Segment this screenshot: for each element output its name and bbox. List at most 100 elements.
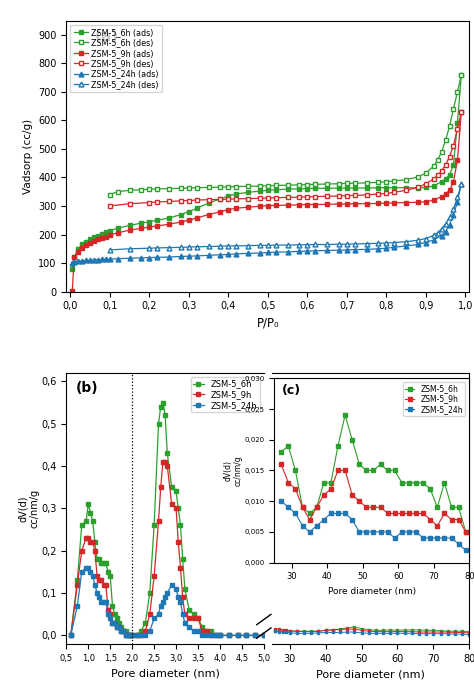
- ZSM-5_6h (des): [455, 88, 460, 96]
- ZSM-5_6h (ads): [79, 240, 85, 249]
- ZSM-5_9h (des): [431, 175, 437, 183]
- ZSM-5_24h: [442, 534, 447, 542]
- ZSM-5_9h (des): [458, 108, 464, 116]
- ZSM-5_9h (ads): [245, 203, 251, 211]
- ZSM-5_9h (des): [344, 192, 350, 200]
- ZSM-5_9h (des): [233, 195, 239, 203]
- ZSM-5_24h (ads): [312, 247, 318, 255]
- ZSM-5_6h (des): [352, 179, 357, 187]
- ZSM-5_6h (des): [127, 186, 132, 195]
- ZSM-5_9h (ads): [443, 190, 448, 198]
- ZSM-5_24h: [123, 632, 128, 640]
- ZSM-5_24h (ads): [115, 255, 120, 263]
- ZSM-5_24h: [399, 527, 405, 536]
- ZSM-5_6h: [292, 466, 298, 475]
- ZSM-5_9h (des): [285, 193, 291, 201]
- ZSM-5_6h (ads): [458, 71, 464, 79]
- ZSM-5_9h (des): [304, 192, 310, 201]
- ZSM-5_6h (des): [273, 182, 279, 190]
- ZSM-5_9h (des): [423, 179, 428, 188]
- ZSM-5_24h (ads): [285, 248, 291, 256]
- ZSM-5_6h: [68, 632, 73, 640]
- ZSM-5_24h: [321, 516, 327, 524]
- ZSM-5_6h (ads): [99, 230, 105, 238]
- ZSM-5_24h (ads): [138, 254, 144, 262]
- ZSM-5_24h (des): [423, 234, 428, 242]
- ZSM-5_6h (des): [194, 184, 200, 192]
- ZSM-5_24h (ads): [178, 252, 184, 260]
- ZSM-5_24h (ads): [447, 221, 452, 229]
- ZSM-5_9h (ads): [166, 220, 172, 228]
- ZSM-5_24h (ads): [72, 258, 77, 266]
- ZSM-5_6h (ads): [138, 219, 144, 227]
- ZSM-5_6h: [364, 466, 369, 475]
- ZSM-5_6h: [371, 466, 376, 475]
- ZSM-5_6h: [300, 503, 305, 512]
- ZSM-5_9h (ads): [127, 226, 132, 234]
- ZSM-5_6h (ads): [178, 210, 184, 219]
- ZSM-5_9h (ads): [304, 201, 310, 209]
- ZSM-5_24h (ads): [375, 245, 381, 253]
- ZSM-5_6h (ads): [186, 208, 191, 216]
- ZSM-5_24h: [463, 546, 469, 554]
- ZSM-5_9h: [300, 503, 305, 512]
- ZSM-5_9h (ads): [439, 192, 445, 201]
- ZSM-5_24h (ads): [415, 240, 421, 249]
- ZSM-5_9h (ads): [194, 214, 200, 222]
- Text: (c): (c): [282, 384, 301, 397]
- ZSM-5_6h (des): [245, 182, 251, 190]
- ZSM-5_6h: [456, 503, 462, 512]
- ZSM-5_9h: [285, 479, 291, 487]
- ZSM-5_6h (des): [423, 169, 428, 177]
- Y-axis label: dV(d)
cc/nm/g: dV(d) cc/nm/g: [223, 455, 243, 486]
- ZSM-5_9h (des): [297, 193, 302, 201]
- ZSM-5_6h: [160, 399, 166, 407]
- ZSM-5_24h (ads): [69, 259, 75, 267]
- ZSM-5_6h: [399, 479, 405, 487]
- ZSM-5_9h: [456, 516, 462, 524]
- ZSM-5_6h: [413, 479, 419, 487]
- ZSM-5_6h: [449, 503, 455, 512]
- ZSM-5_24h (des): [458, 179, 464, 188]
- ZSM-5_9h (des): [186, 197, 191, 205]
- ZSM-5_24h (des): [146, 244, 152, 252]
- ZSM-5_9h: [385, 510, 391, 518]
- Line: ZSM-5_6h: ZSM-5_6h: [280, 414, 467, 534]
- ZSM-5_9h (ads): [455, 156, 460, 164]
- ZSM-5_24h (des): [127, 245, 132, 253]
- ZSM-5_24h (ads): [75, 257, 81, 265]
- ZSM-5_6h (ads): [146, 218, 152, 226]
- ZSM-5_24h (ads): [352, 245, 357, 253]
- ZSM-5_6h (des): [312, 180, 318, 188]
- ZSM-5_9h (des): [155, 198, 160, 206]
- ZSM-5_24h (des): [233, 242, 239, 250]
- ZSM-5_24h: [300, 521, 305, 530]
- ZSM-5_6h (ads): [245, 188, 251, 197]
- ZSM-5_6h (des): [403, 175, 409, 184]
- ZSM-5_24h (ads): [344, 246, 350, 254]
- ZSM-5_9h (des): [415, 184, 421, 192]
- ZSM-5_24h (des): [285, 241, 291, 249]
- ZSM-5_6h: [392, 466, 398, 475]
- ZSM-5_9h (ads): [218, 208, 223, 216]
- ZSM-5_24h: [420, 534, 426, 542]
- ZSM-5_6h (des): [297, 181, 302, 189]
- Y-axis label: dV(d)
cc/nm/g: dV(d) cc/nm/g: [18, 489, 40, 528]
- ZSM-5_6h (des): [257, 182, 263, 190]
- ZSM-5_9h (ads): [297, 201, 302, 209]
- ZSM-5_24h (ads): [324, 247, 330, 255]
- ZSM-5_6h: [378, 460, 383, 469]
- ZSM-5_6h: [349, 436, 355, 444]
- ZSM-5_24h (des): [324, 240, 330, 249]
- ZSM-5_24h (ads): [423, 238, 428, 247]
- ZSM-5_24h: [162, 593, 168, 601]
- Text: (a): (a): [94, 29, 118, 44]
- ZSM-5_9h (ads): [352, 199, 357, 208]
- ZSM-5_9h (des): [206, 196, 211, 204]
- ZSM-5_9h (des): [273, 194, 279, 202]
- ZSM-5_24h (ads): [245, 249, 251, 258]
- ZSM-5_6h (des): [304, 180, 310, 188]
- ZSM-5_6h (des): [336, 179, 342, 188]
- ZSM-5_24h (ads): [99, 256, 105, 264]
- ZSM-5_24h (ads): [364, 245, 369, 253]
